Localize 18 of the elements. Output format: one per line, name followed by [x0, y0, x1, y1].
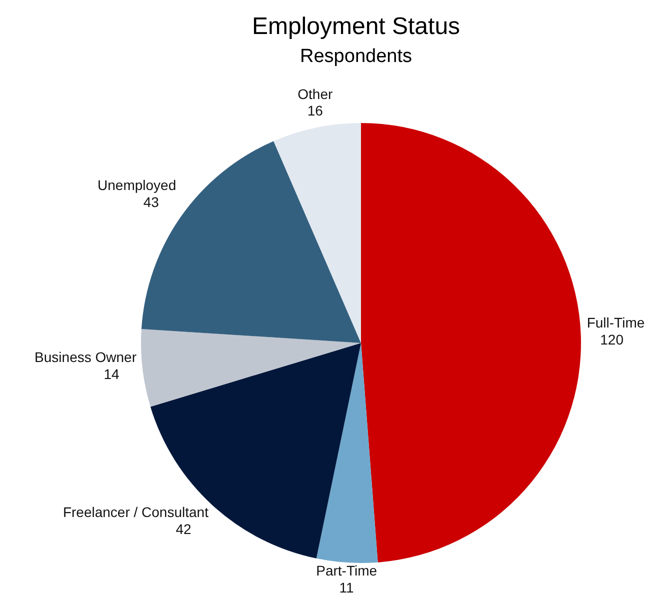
pie-slice [361, 123, 581, 562]
chart-subtitle: Respondents [300, 46, 412, 67]
data-label: 120 [600, 331, 624, 348]
slice-label: Part-Time [316, 562, 378, 579]
data-label: 42 [176, 520, 192, 537]
chart-title: Employment Status [252, 13, 460, 40]
pie-slice [141, 328, 361, 407]
data-label: 11 [339, 580, 354, 596]
pie-slice [316, 343, 378, 563]
slice-label: Other [298, 86, 333, 102]
slice-label: Business Owner [34, 349, 137, 366]
data-label: 43 [143, 194, 160, 210]
slice-label: Full-Time [586, 314, 645, 331]
slice-label: Unemployed [98, 177, 176, 194]
pie-slice [274, 123, 361, 343]
data-label: 14 [104, 366, 120, 382]
data-label: 16 [307, 102, 324, 119]
slice-label: Freelancer / Consultant [62, 504, 209, 520]
